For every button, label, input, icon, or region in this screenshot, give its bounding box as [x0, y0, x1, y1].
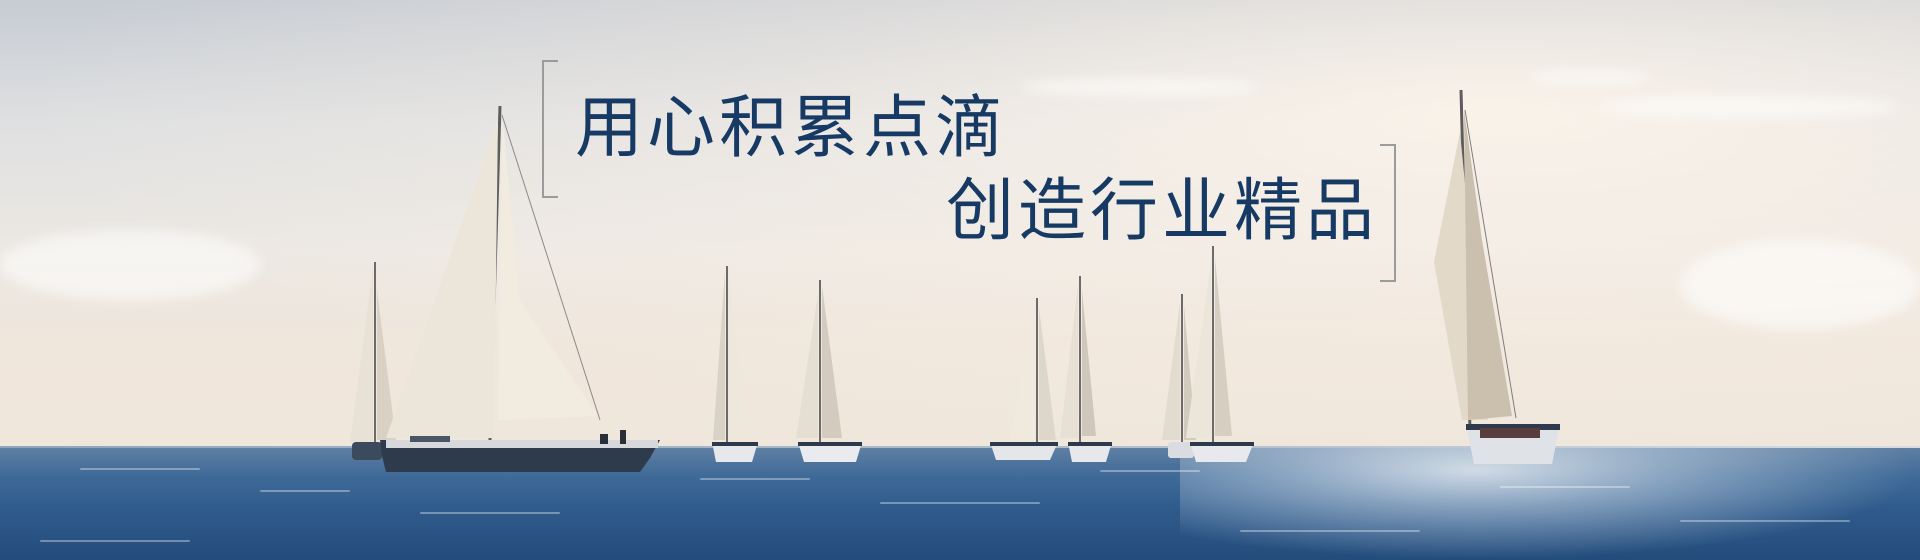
sailboat-icon	[380, 105, 660, 472]
slogan-line-2: 创造行业精品	[946, 172, 1379, 251]
sailboat-icon	[712, 266, 758, 462]
sailboat-icon	[1186, 246, 1254, 462]
cloud	[0, 230, 260, 300]
bracket-right-decoration	[1380, 144, 1396, 282]
cloud	[1600, 96, 1900, 118]
wave	[40, 540, 190, 542]
wave	[1100, 470, 1200, 472]
slogan-line-1: 用心积累点滴	[575, 89, 1008, 168]
sailboat-icon	[350, 262, 396, 460]
sailboat-icon	[1434, 89, 1560, 464]
sailboat-icon	[796, 280, 862, 462]
bracket-left-decoration	[542, 60, 558, 198]
sailboat-icon	[1060, 276, 1112, 462]
sailboat-icon	[1162, 294, 1196, 458]
wave	[1240, 530, 1420, 532]
wave	[1500, 486, 1630, 488]
sailboat-icon	[990, 298, 1058, 460]
wave	[420, 512, 560, 514]
wave	[260, 490, 350, 492]
wave	[1680, 520, 1850, 522]
wave	[880, 502, 1040, 504]
cloud	[1680, 240, 1920, 330]
wave	[700, 478, 810, 480]
cloud	[1530, 70, 1650, 84]
cloud	[1020, 78, 1260, 96]
wave	[80, 468, 200, 470]
sea-sparkle	[1180, 448, 1920, 560]
